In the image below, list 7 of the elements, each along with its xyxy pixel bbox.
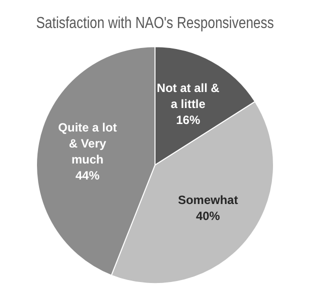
slice-label: Not at all & a little [156, 81, 220, 112]
chart-title: Satisfaction with NAO's Responsiveness [36, 14, 274, 32]
data-label: 16% [176, 113, 200, 128]
data-label: 44% [75, 168, 100, 183]
slice-label: Somewhat [178, 193, 238, 208]
data-label: 40% [196, 209, 220, 224]
slice-label: Quite a lot & Very much [58, 120, 117, 167]
